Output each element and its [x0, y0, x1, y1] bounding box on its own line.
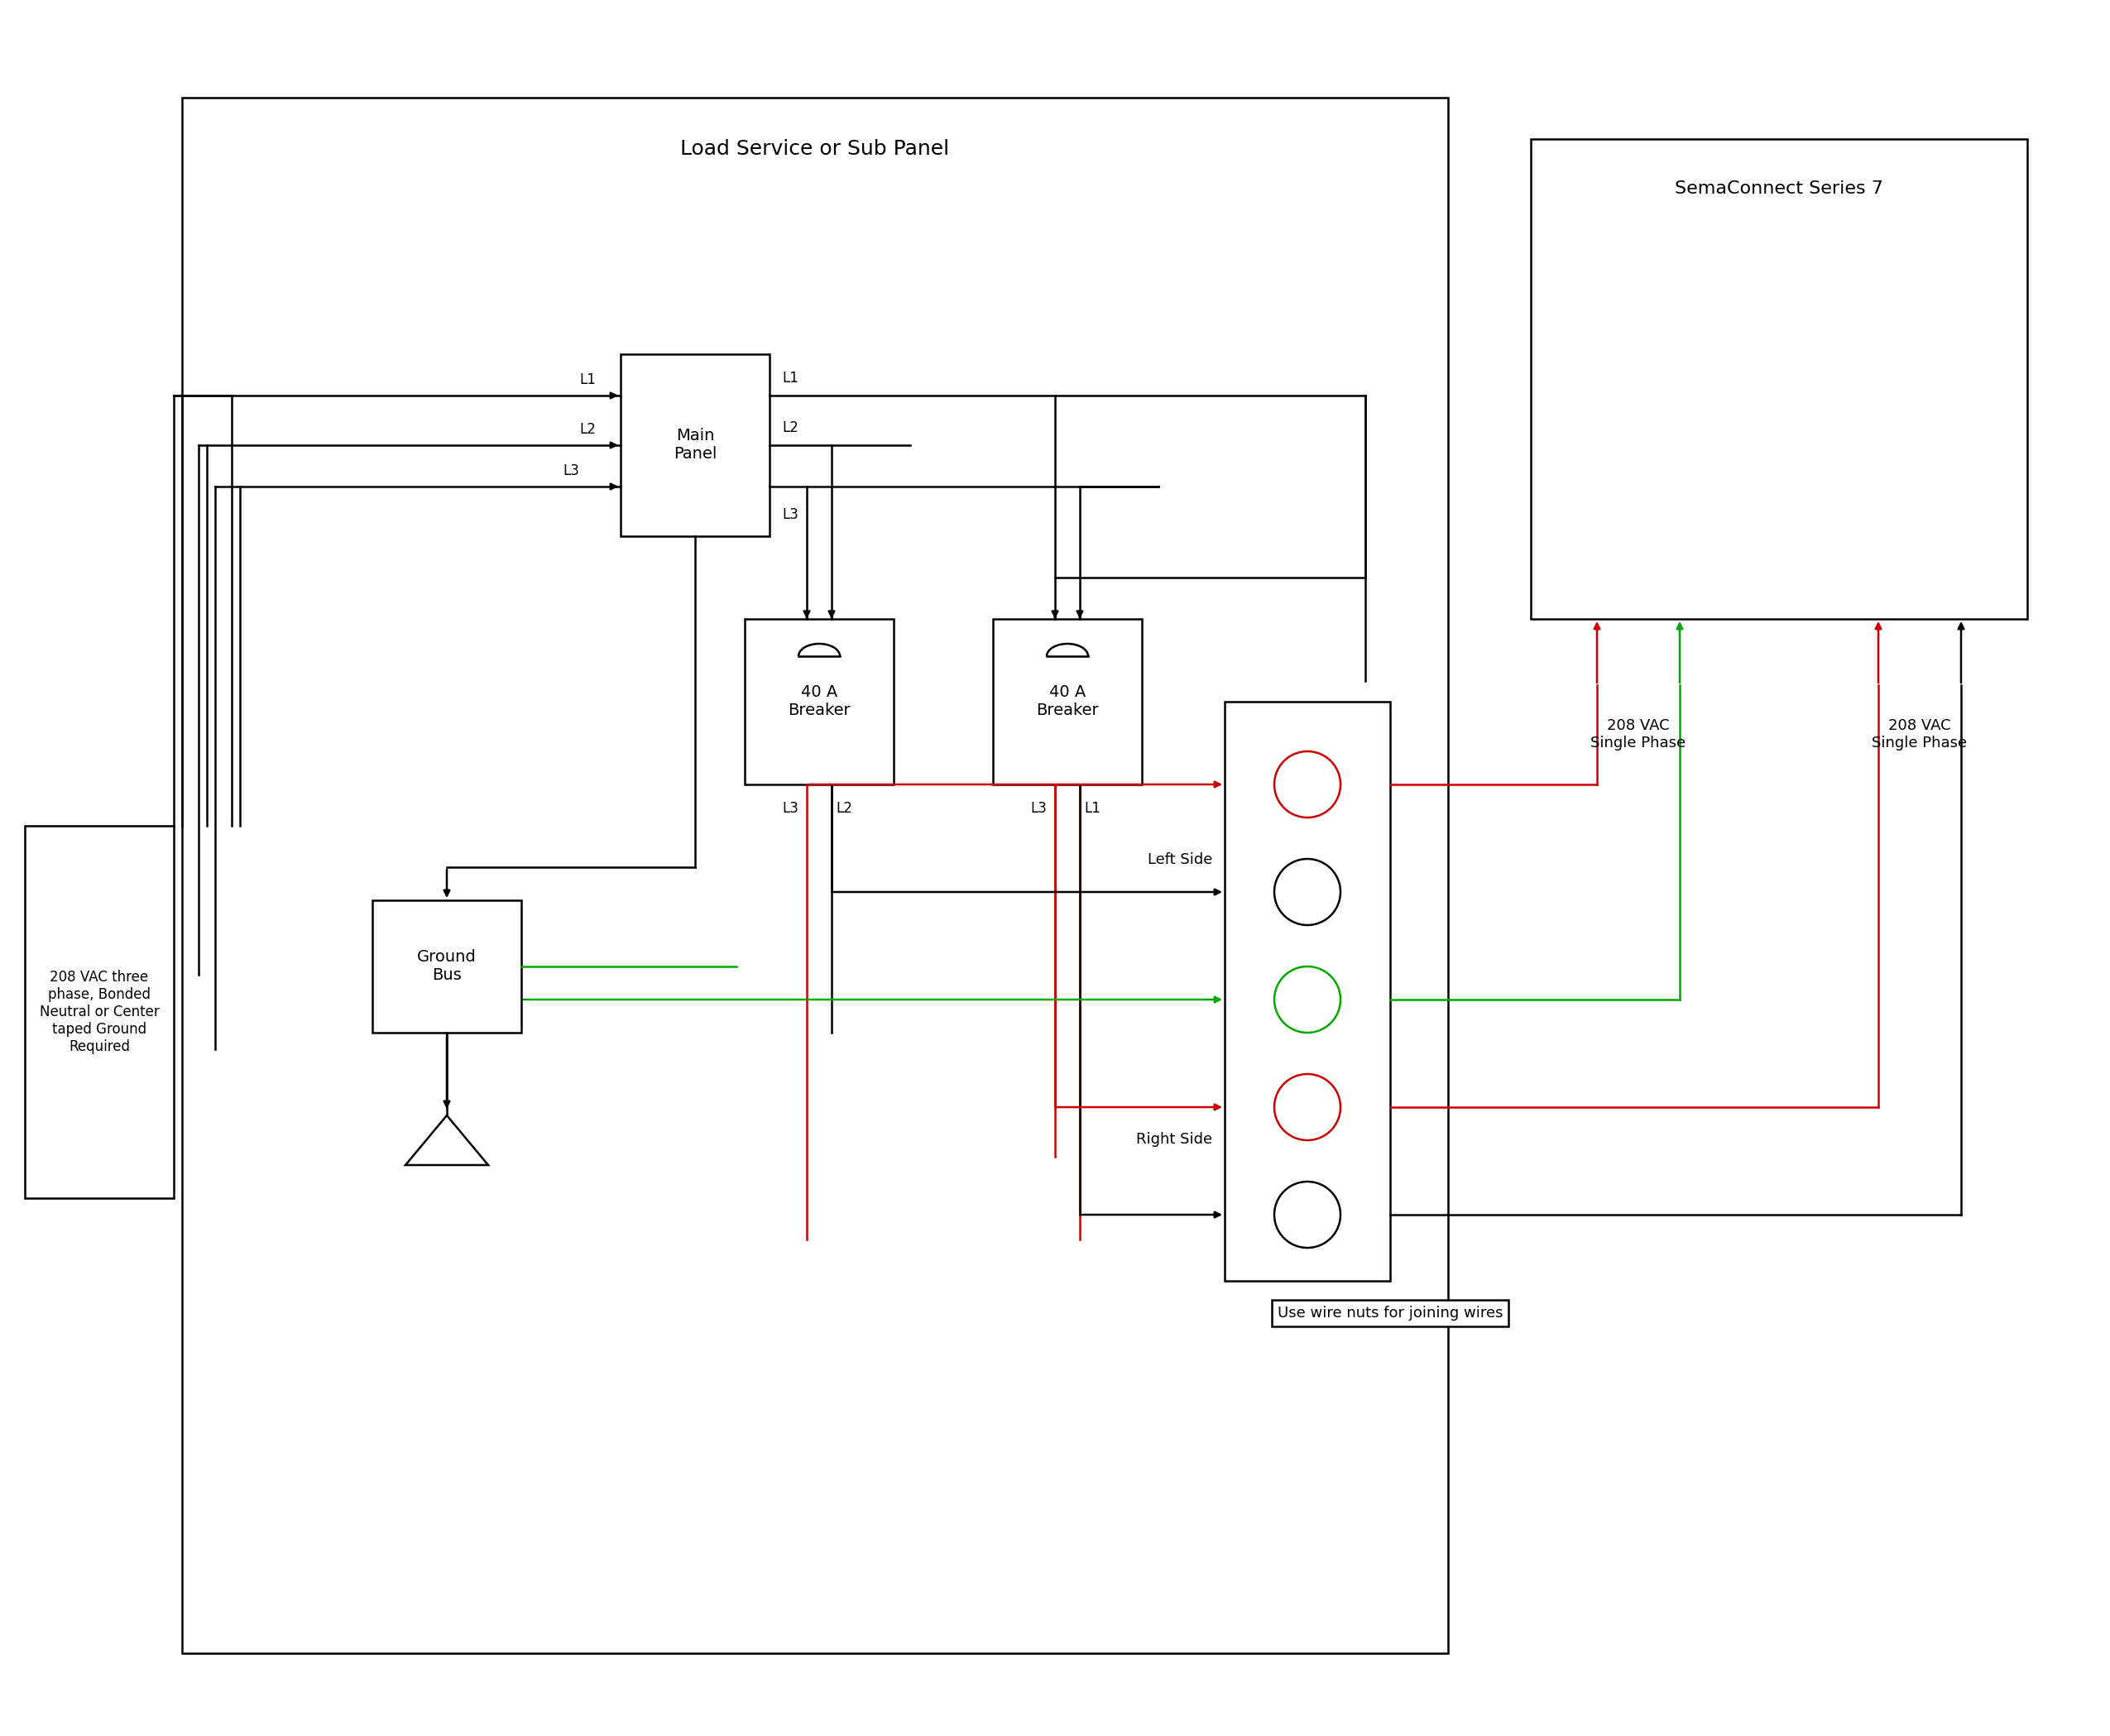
Text: L1: L1: [580, 372, 595, 387]
FancyBboxPatch shape: [25, 826, 173, 1198]
FancyBboxPatch shape: [181, 97, 1447, 1653]
Circle shape: [1274, 859, 1340, 925]
Text: Main
Panel: Main Panel: [673, 429, 717, 462]
Circle shape: [1274, 1075, 1340, 1141]
Text: 40 A
Breaker: 40 A Breaker: [1036, 684, 1099, 719]
Text: L3: L3: [783, 800, 798, 816]
Text: Ground
Bus: Ground Bus: [418, 950, 477, 983]
Text: L3: L3: [1030, 800, 1047, 816]
FancyBboxPatch shape: [745, 620, 895, 785]
Text: L2: L2: [783, 420, 798, 436]
FancyBboxPatch shape: [1530, 139, 2028, 620]
Text: L3: L3: [783, 507, 798, 523]
Circle shape: [1274, 1182, 1340, 1248]
Circle shape: [1274, 752, 1340, 818]
FancyBboxPatch shape: [620, 354, 770, 536]
Text: 208 VAC three
phase, Bonded
Neutral or Center
taped Ground
Required: 208 VAC three phase, Bonded Neutral or C…: [40, 970, 158, 1054]
FancyBboxPatch shape: [994, 620, 1142, 785]
Text: Use wire nuts for joining wires: Use wire nuts for joining wires: [1277, 1305, 1502, 1321]
FancyBboxPatch shape: [1224, 701, 1390, 1281]
Circle shape: [1274, 967, 1340, 1033]
FancyBboxPatch shape: [371, 901, 521, 1033]
Text: Load Service or Sub Panel: Load Service or Sub Panel: [682, 139, 949, 160]
Text: 208 VAC
Single Phase: 208 VAC Single Phase: [1591, 719, 1686, 750]
Polygon shape: [405, 1116, 487, 1165]
Text: 40 A
Breaker: 40 A Breaker: [787, 684, 850, 719]
Text: SemaConnect Series 7: SemaConnect Series 7: [1675, 181, 1884, 196]
Text: L2: L2: [580, 422, 595, 437]
Text: L2: L2: [836, 800, 852, 816]
Text: Right Side: Right Side: [1135, 1132, 1213, 1147]
Text: L3: L3: [563, 464, 580, 479]
Text: 208 VAC
Single Phase: 208 VAC Single Phase: [1872, 719, 1967, 750]
Text: L1: L1: [783, 372, 798, 385]
Text: L1: L1: [1085, 800, 1101, 816]
Text: Left Side: Left Side: [1148, 852, 1213, 868]
